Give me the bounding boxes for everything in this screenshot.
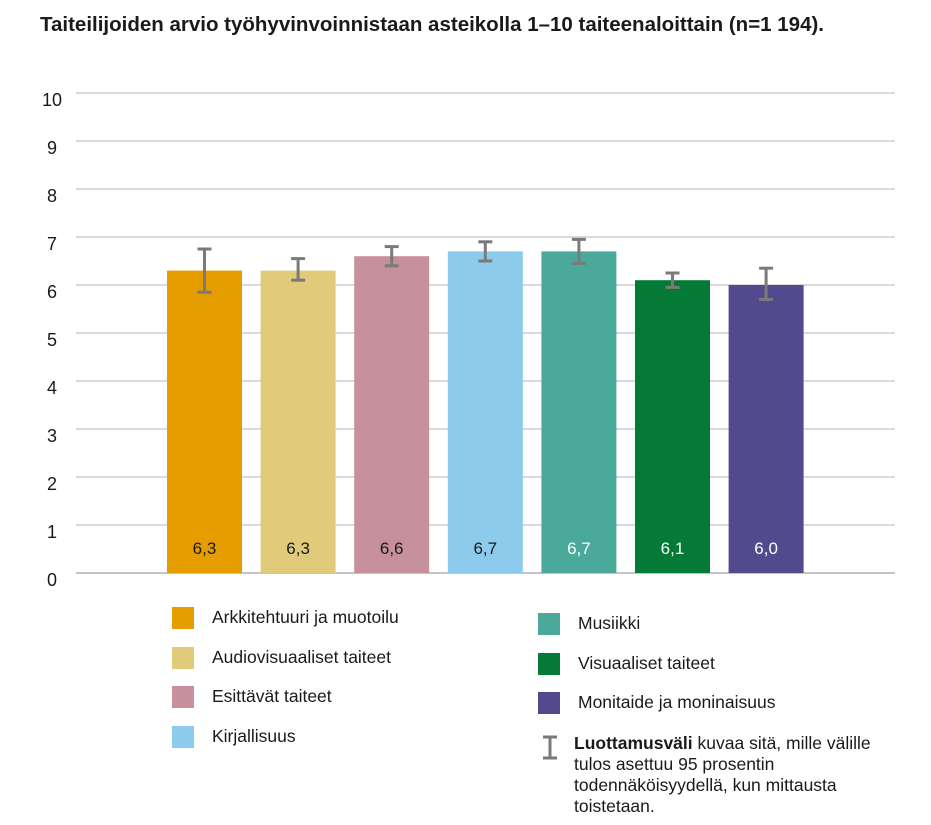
y-tick-label: 1 [47, 522, 57, 542]
y-tick-label: 7 [47, 234, 57, 254]
legend-swatch [172, 726, 194, 748]
bar [167, 270, 242, 573]
legend-swatch [538, 653, 560, 675]
error-bar-icon [543, 735, 557, 760]
legend-swatch [172, 647, 194, 669]
bar [447, 251, 523, 573]
bar-chart: 0 1 2 3 4 5 6 7 8 9 10 6,3 6,3 6,6 6,7 6,7 6,1 6,0 [42, 90, 895, 590]
legend-label: Arkkitehtuuri ja muotoilu [212, 607, 399, 627]
legend-label: Esittävät taiteet [212, 686, 332, 706]
data-label: 6,7 [567, 539, 591, 558]
data-label: 6,3 [286, 539, 310, 558]
ci-note-text: Luottamusväli kuvaa sitä, mille välille … [574, 733, 894, 817]
chart-title: Taiteilijoiden arvio työhyvinvoinnistaan… [40, 13, 824, 36]
y-tick-label: 3 [47, 426, 57, 446]
legend-label: Audiovisuaaliset taiteet [212, 647, 391, 667]
legend-label: Kirjallisuus [212, 726, 296, 746]
bar [635, 280, 710, 573]
legend-swatch [172, 686, 194, 708]
y-tick-label: 2 [47, 474, 57, 494]
bar [728, 285, 804, 573]
legend-swatch [172, 607, 194, 629]
legend-label: Monitaide ja moninaisuus [578, 692, 776, 712]
legend-swatch [538, 613, 560, 635]
legend-label: Visuaaliset taiteet [578, 653, 715, 673]
y-tick-label: 8 [47, 186, 57, 206]
y-tick-label: 9 [47, 138, 57, 158]
data-label: 6,7 [473, 539, 497, 558]
data-label: 6,3 [193, 539, 217, 558]
legend-swatch [538, 692, 560, 714]
bar [260, 270, 336, 573]
y-tick-label: 6 [47, 282, 57, 302]
ci-note-body: kuvaa sitä, mille välille tulos asettuu … [574, 733, 871, 816]
data-label: 6,6 [380, 539, 404, 558]
y-tick-label: 5 [47, 330, 57, 350]
legend-label: Musiikki [578, 613, 641, 633]
ci-note-bold: Luottamusväli [574, 733, 693, 753]
y-tick-label: 4 [47, 378, 57, 398]
data-label: 6,1 [661, 539, 685, 558]
bar [354, 256, 430, 573]
y-tick-label: 0 [47, 570, 57, 590]
y-tick-label: 10 [42, 90, 62, 110]
bar [541, 251, 617, 573]
data-label: 6,0 [754, 539, 778, 558]
